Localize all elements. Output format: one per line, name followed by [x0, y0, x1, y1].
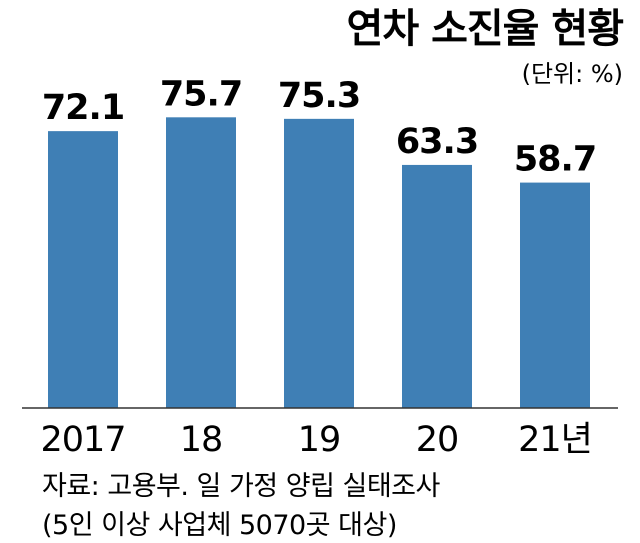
source-line-1: 자료: 고용부. 일 가정 양립 실태조사: [42, 471, 441, 502]
bar-3: [284, 118, 354, 409]
x-tick-label-5: 21년: [518, 420, 592, 460]
bar-5: [520, 182, 590, 408]
bars-group: [48, 117, 590, 409]
x-tick-label-3: 19: [298, 420, 341, 460]
chart-title: 연차 소진율 현황: [347, 6, 624, 52]
value-label-2: 75.7: [160, 74, 242, 114]
x-tick-label-4: 20: [416, 420, 459, 460]
value-label-5: 58.7: [514, 140, 596, 180]
bar-1: [48, 131, 118, 409]
x-tick-label-2: 18: [180, 420, 223, 460]
bar-2: [166, 117, 236, 408]
value-labels-group: 72.1 75.7 75.3 63.3 58.7: [42, 74, 597, 180]
x-tick-labels-group: 2017 18 19 20 21년: [40, 420, 592, 460]
value-label-1: 72.1: [42, 88, 124, 128]
x-tick-label-1: 2017: [40, 420, 125, 460]
value-label-4: 63.3: [396, 122, 478, 162]
value-label-3: 75.3: [278, 76, 360, 116]
bar-4: [402, 164, 472, 408]
unit-label: (단위: %): [522, 60, 623, 88]
source-line-2: (5인 이상 사업체 5070곳 대상): [42, 510, 397, 541]
